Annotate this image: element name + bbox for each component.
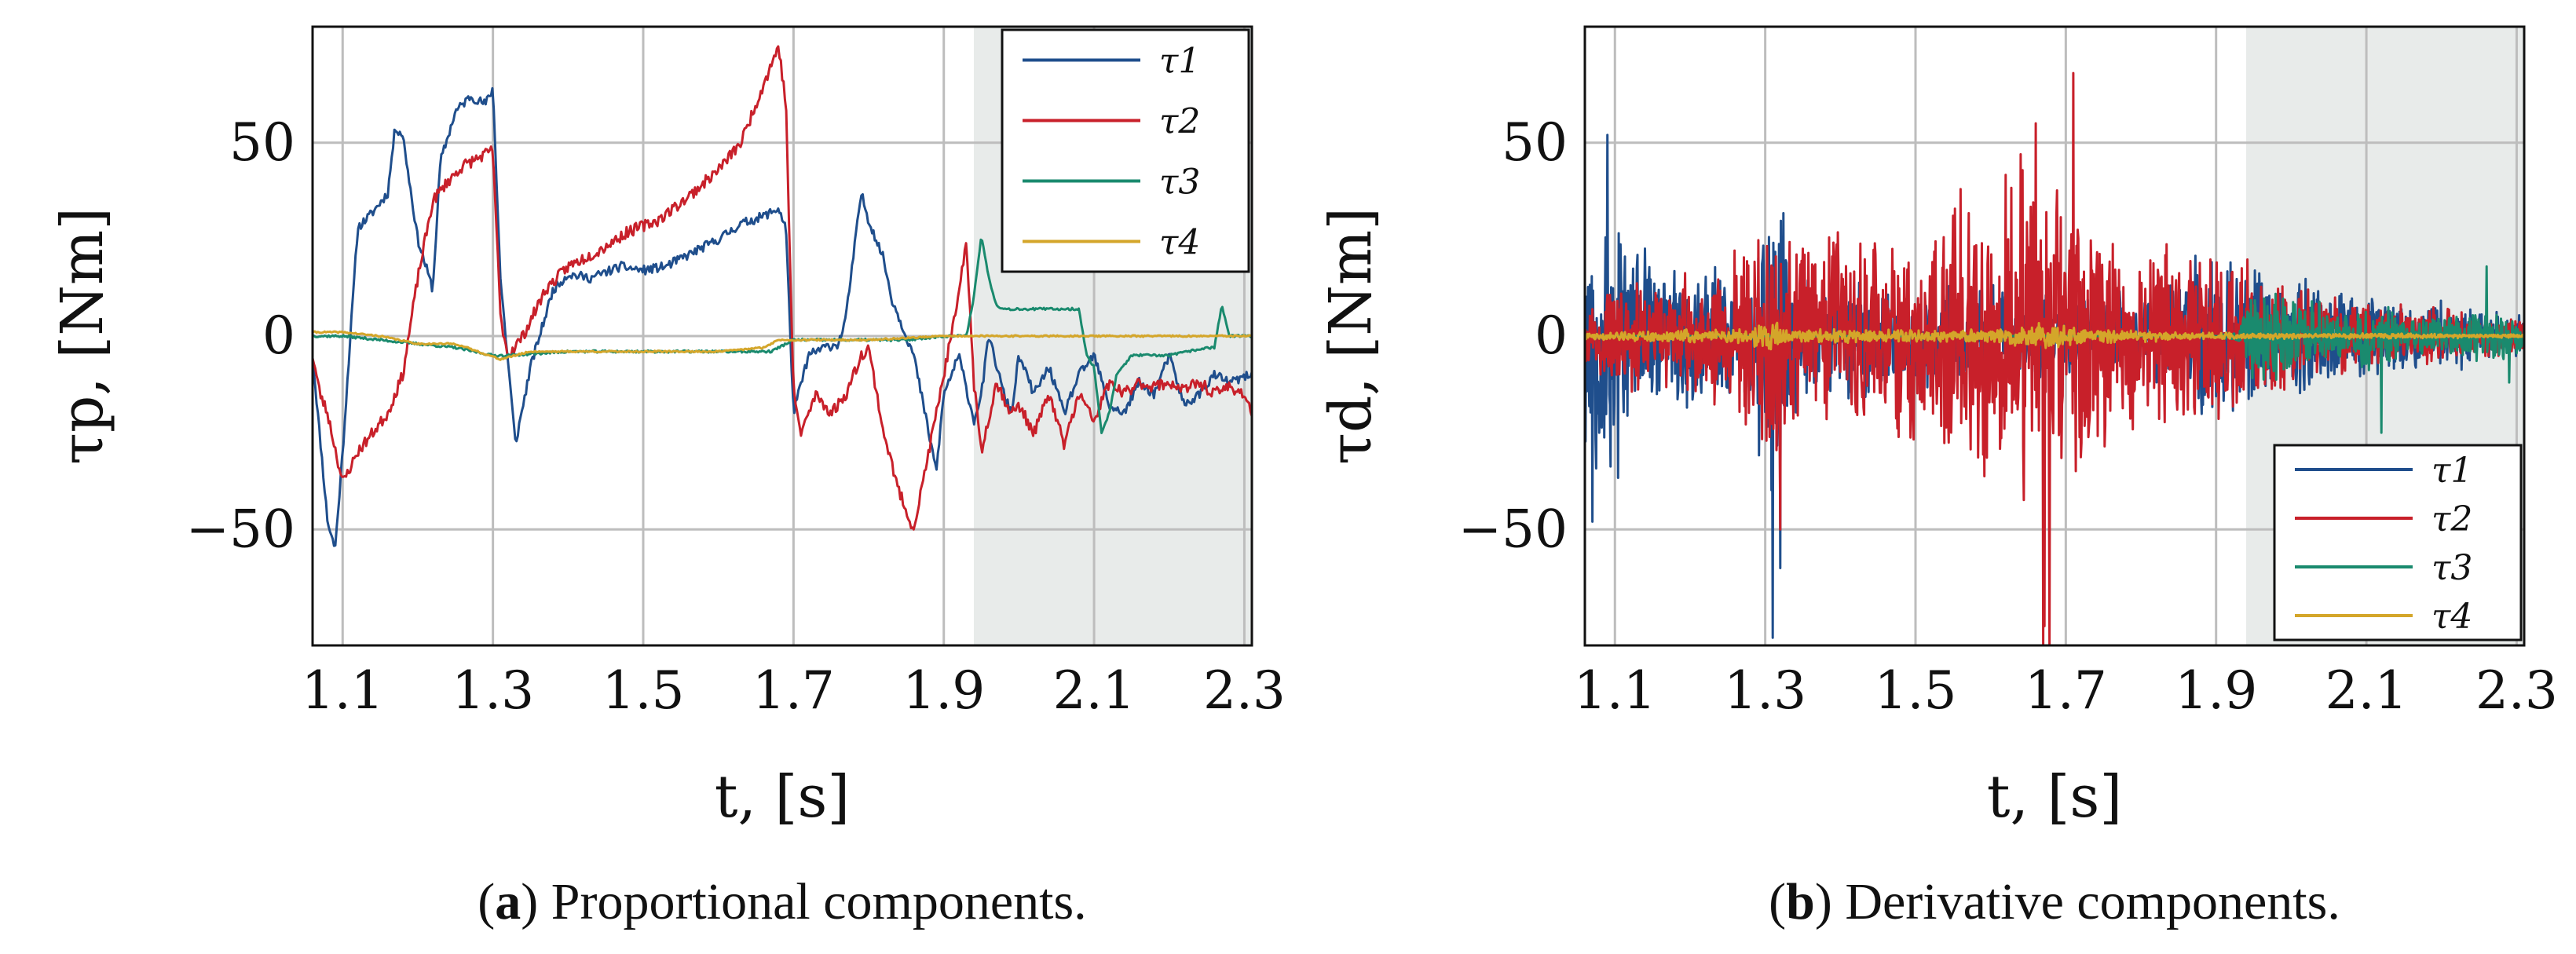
x-tick-label: 1.7 (2025, 660, 2107, 721)
x-tick-label: 1.5 (602, 660, 685, 721)
y-tick-label: 0 (1535, 305, 1568, 366)
x-tick-label: 1.3 (452, 660, 534, 721)
x-axis-label: t, [s] (1987, 763, 2123, 831)
plot-frame (311, 25, 1253, 647)
legend-label: τ1 (2431, 451, 2472, 491)
y-tick-label: 0 (262, 305, 295, 366)
caption-a: (a) Proportional components. (478, 873, 1086, 930)
x-tick-label: 1.1 (1574, 660, 1656, 721)
tick-labels: 1.1 1.3 1.5 1.7 1.9 2.1 2.3 −50 0 50 (1458, 112, 2558, 721)
legend: τ1 τ2 τ3 τ4 (2273, 444, 2523, 641)
legend: τ1 τ2 τ3 τ4 (1001, 28, 1250, 273)
series-line-τ2 (1583, 71, 2526, 646)
x-tick-label: 2.1 (1053, 660, 1136, 721)
x-axis-label: t, [s] (715, 763, 851, 831)
y-tick-label: −50 (186, 499, 295, 559)
series-line-τ1 (311, 86, 1253, 547)
tick-labels: 1.1 1.3 1.5 1.7 1.9 2.1 2.3 −50 0 50 (186, 112, 1286, 721)
legend-label: τ2 (1159, 102, 1200, 142)
legend-label: τ2 (2431, 499, 2472, 539)
legend-box (2273, 444, 2523, 641)
panel-proportional: 1.1 1.3 1.5 1.7 1.9 2.1 2.3 −50 0 50 t, [s] τp, [… (49, 25, 1286, 930)
caption-b: (b) Derivative components. (1769, 873, 2340, 930)
y-axis-label: τp, [Nm] (49, 207, 116, 465)
x-tick-label: 1.9 (902, 660, 985, 721)
series-group (311, 45, 1253, 547)
x-tick-label: 1.1 (302, 660, 384, 721)
series-group (1583, 71, 2526, 646)
y-axis-label: τd, [Nm] (1317, 207, 1385, 465)
legend-label: τ1 (1159, 42, 1200, 82)
series-line-τ3 (312, 238, 1253, 434)
legend-label: τ3 (1159, 163, 1200, 203)
legend-label: τ3 (2431, 548, 2472, 588)
x-tick-label: 1.3 (1724, 660, 1806, 721)
y-tick-label: 50 (1502, 112, 1568, 173)
series-line-τ4 (312, 330, 1253, 361)
series-line-τ4 (1584, 321, 2526, 351)
series-line-τ2 (311, 45, 1253, 531)
x-tick-label: 2.3 (2475, 660, 2558, 721)
legend-box (1001, 28, 1250, 273)
x-tick-label: 1.9 (2175, 660, 2257, 721)
panel-derivative: 1.1 1.3 1.5 1.7 1.9 2.1 2.3 −50 0 50 t, [s] τd, [… (1317, 25, 2558, 930)
legend-label: τ4 (2431, 597, 2472, 637)
legend-label: τ4 (1159, 223, 1200, 263)
x-tick-label: 1.7 (752, 660, 835, 721)
x-tick-label: 2.3 (1203, 660, 1286, 721)
y-tick-label: 50 (229, 112, 295, 173)
plot-frame (1583, 25, 2526, 647)
y-tick-label: −50 (1458, 499, 1568, 559)
x-tick-label: 2.1 (2325, 660, 2408, 721)
x-tick-label: 1.5 (1875, 660, 1957, 721)
